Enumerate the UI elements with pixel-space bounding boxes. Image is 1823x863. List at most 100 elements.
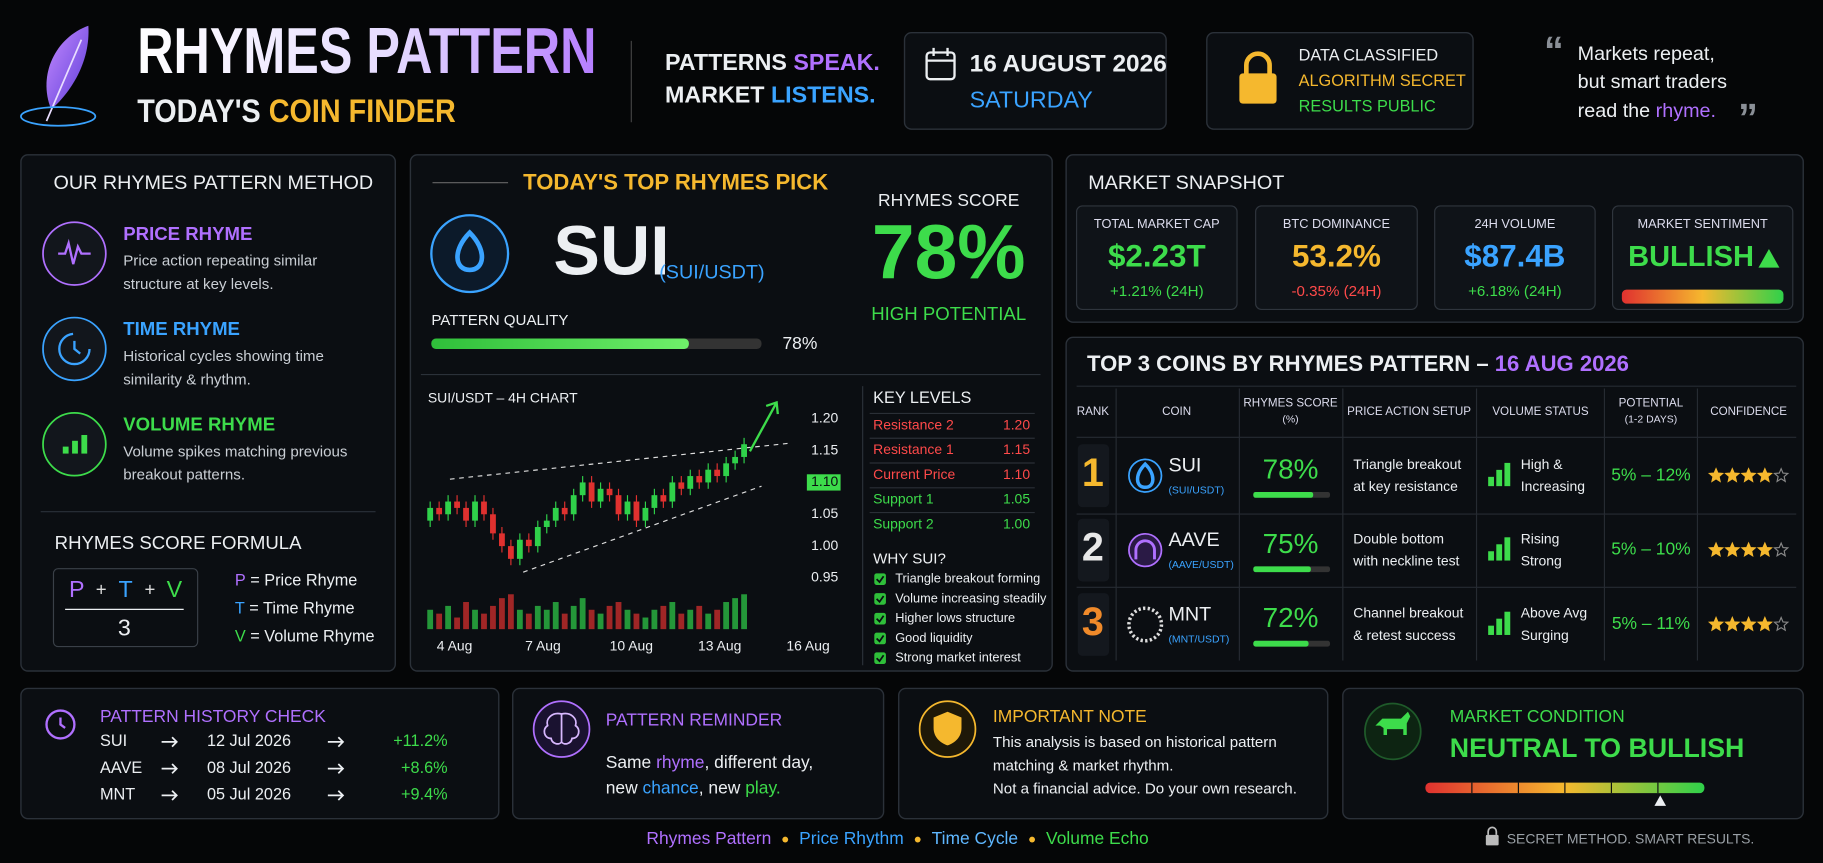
quality-value: 78% <box>782 333 817 353</box>
volume-bar <box>436 613 443 630</box>
confidence-star <box>1707 467 1725 483</box>
formula-legend-part: V <box>235 628 246 646</box>
volume-bar <box>624 609 631 630</box>
note-line: This analysis is based on historical pat… <box>993 734 1277 751</box>
level-label: Current Price <box>873 466 955 482</box>
clock-hand <box>73 340 81 355</box>
candle-body <box>499 533 505 547</box>
y-tick-label: 1.15 <box>811 441 838 457</box>
candle-body <box>651 495 658 508</box>
volume-status: High & <box>1521 456 1564 472</box>
candle-body <box>534 527 541 547</box>
method-text: Volume spikes matching previous <box>123 443 348 460</box>
check-box <box>874 652 886 665</box>
volume-status: Increasing <box>1521 478 1585 494</box>
rank-cell <box>1077 444 1110 508</box>
score-label: RHYMES SCORE <box>878 190 1019 210</box>
score-bar <box>1253 491 1314 498</box>
quote-part: read the <box>1578 100 1656 122</box>
setup: Triangle breakout <box>1353 456 1461 472</box>
footer-topic: Time Cycle <box>932 828 1018 848</box>
level-value: 1.05 <box>1003 491 1030 507</box>
volume-bar <box>615 602 622 630</box>
quote: read the rhyme. <box>1578 100 1716 122</box>
footer: Rhymes Pattern Price Rhythm Time Cycle Volu… <box>646 828 1148 848</box>
history-change: +8.6% <box>401 759 448 777</box>
history-hand <box>59 717 66 729</box>
coin-icon <box>1128 532 1163 568</box>
volume-bar <box>472 609 478 630</box>
method-text: Price action repeating similar <box>123 253 317 270</box>
volume-bar <box>570 605 577 630</box>
history-title: PATTERN HISTORY CHECK <box>100 706 326 726</box>
candle-body <box>696 476 703 483</box>
panel <box>409 154 1053 672</box>
history-coin: MNT <box>100 786 135 804</box>
reminder-line-part: chance <box>643 777 699 797</box>
volume-bar <box>741 594 747 630</box>
reminder-line-part: new <box>606 777 643 797</box>
level-label: Support 2 <box>873 515 934 531</box>
rank-cell <box>1077 518 1110 582</box>
candle-body <box>570 495 577 515</box>
column-header: (%) <box>1282 415 1298 426</box>
feather-icon <box>46 25 89 110</box>
score-value: 78% <box>1263 453 1319 484</box>
volume-bar <box>687 609 694 630</box>
confidence-star <box>1773 541 1790 558</box>
candle-body <box>516 539 523 559</box>
ripple <box>20 106 97 127</box>
volume-bar <box>696 605 703 630</box>
watermark-lock <box>1485 834 1499 846</box>
level-label: Resistance 1 <box>873 441 954 457</box>
score-value: 72% <box>1263 602 1319 633</box>
volume-bar <box>705 613 712 630</box>
coin-pair: (AAVE/USDT) <box>1168 560 1233 571</box>
data-note: ALGORITHM SECRET <box>1299 72 1466 90</box>
history-date: 12 Jul 2026 <box>207 732 291 750</box>
tagline-part: MARKET <box>665 82 771 108</box>
arrow-icon <box>327 763 345 774</box>
chart-title: SUI/USDT – 4H CHART <box>428 390 578 406</box>
x-tick-label: 4 Aug <box>437 637 473 653</box>
volume-bar <box>525 613 532 630</box>
confidence-star <box>1724 467 1741 483</box>
candle-body <box>588 482 595 502</box>
setup: Channel breakout <box>1353 605 1463 621</box>
candle-body <box>606 488 613 496</box>
candle-body <box>732 456 739 464</box>
volume-icon <box>72 440 78 454</box>
why-title: WHY SUI? <box>873 550 946 567</box>
volume-bar <box>499 598 505 630</box>
why-item: Higher lows structure <box>895 610 1015 625</box>
why-item: Strong market interest <box>895 650 1021 665</box>
date: 16 AUGUST 2026 <box>970 51 1167 78</box>
check-box <box>874 573 886 585</box>
formula-legend-part: P <box>235 572 246 590</box>
watermark: SECRET METHOD. SMART RESULTS. <box>1507 830 1755 846</box>
footer-topic: Volume Echo <box>1046 828 1149 848</box>
footer-dot <box>782 836 789 843</box>
volume-icon <box>1496 544 1503 561</box>
formula-term: + <box>145 579 156 600</box>
note-line: matching & market rhythm. <box>993 757 1174 774</box>
formula-term: + <box>96 579 107 600</box>
candle-body <box>463 507 469 521</box>
panel <box>20 687 500 820</box>
coin-drop <box>455 229 485 273</box>
formula-term: T <box>118 576 132 602</box>
volume-bar <box>597 613 604 630</box>
title: RHYMES PATTERN <box>137 14 596 87</box>
candle-body <box>624 501 631 515</box>
history-coin: SUI <box>100 732 127 750</box>
method-title: VOLUME RHYME <box>123 414 275 435</box>
candle-body <box>723 463 730 477</box>
coin-icon <box>1128 458 1163 493</box>
condition-value: NEUTRAL TO BULLISH <box>1450 733 1745 763</box>
method-text: Historical cycles showing time <box>123 348 324 365</box>
score-bar <box>1253 640 1309 647</box>
coin-icon <box>430 214 510 294</box>
confidence-star <box>1756 616 1773 632</box>
trend-line <box>449 442 791 480</box>
card-change: -0.35% (24H) <box>1292 283 1382 300</box>
